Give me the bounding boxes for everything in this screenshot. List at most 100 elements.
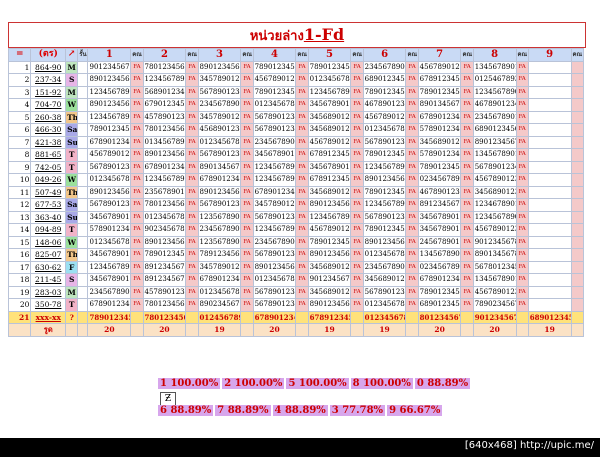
value-cell[interactable]: 7801234567: [142, 60, 187, 74]
value-cell[interactable]: 0123456789: [252, 98, 297, 112]
value-cell[interactable]: 4567890123: [362, 110, 407, 124]
value-cell[interactable]: 5678901234: [362, 210, 407, 224]
row-code-link[interactable]: xxx-xx: [30, 310, 67, 324]
value-cell[interactable]: 1234567890: [87, 85, 132, 99]
row-code-link[interactable]: 350-78: [30, 298, 67, 312]
value-cell[interactable]: 3457890123: [197, 73, 242, 87]
value-cell[interactable]: 7890123456: [87, 123, 132, 137]
value-cell[interactable]: 5678901234: [472, 160, 517, 174]
value-cell[interactable]: 2456789012: [417, 235, 462, 249]
value-cell[interactable]: 4578901234: [142, 285, 187, 299]
value-cell[interactable]: 5789012345: [417, 123, 462, 137]
value-cell[interactable]: 7890123456: [142, 248, 187, 262]
value-cell[interactable]: 2345678901: [197, 98, 242, 112]
value-cell[interactable]: 4567890123: [87, 148, 132, 162]
value-cell[interactable]: 6789012345: [87, 298, 132, 312]
value-cell[interactable]: 1234567890: [252, 173, 297, 187]
value-cell[interactable]: 7890234567: [472, 298, 517, 312]
value-cell[interactable]: 0134567890: [142, 135, 187, 149]
value-cell[interactable]: 2345678901: [362, 60, 407, 74]
value-cell[interactable]: 6890123456: [417, 298, 462, 312]
value-cell[interactable]: 8012345678: [417, 310, 462, 324]
value-cell[interactable]: 1345678901: [417, 248, 462, 262]
value-cell[interactable]: 9012345678: [472, 310, 517, 324]
value-cell[interactable]: 8901234567: [87, 185, 132, 199]
value-cell[interactable]: 8901234567: [472, 135, 517, 149]
value-cell[interactable]: 6789123456: [307, 310, 352, 324]
row-code-link[interactable]: 507-49: [30, 185, 67, 199]
value-cell[interactable]: [527, 98, 572, 112]
row-code-link[interactable]: 237-34: [30, 73, 67, 87]
value-cell[interactable]: 7890123456: [417, 85, 462, 99]
value-cell[interactable]: 3456890123: [307, 185, 352, 199]
value-cell[interactable]: 4567890123: [472, 173, 517, 187]
value-cell[interactable]: 7890123456: [87, 310, 132, 324]
value-cell[interactable]: 1235678901: [197, 210, 242, 224]
value-cell[interactable]: 6789123456: [417, 73, 462, 87]
value-cell[interactable]: 4567890123: [252, 73, 297, 87]
value-cell[interactable]: 0123456789: [87, 173, 132, 187]
value-cell[interactable]: 3456789012: [417, 210, 462, 224]
value-cell[interactable]: 6789012345: [142, 160, 187, 174]
value-cell[interactable]: 8901345678: [197, 160, 242, 174]
value-cell[interactable]: 1234567890: [87, 110, 132, 124]
value-cell[interactable]: 3456890123: [307, 123, 352, 137]
value-cell[interactable]: 5789012345: [417, 148, 462, 162]
row-code-link[interactable]: 148-06: [30, 235, 67, 249]
value-cell[interactable]: 2345678901: [252, 235, 297, 249]
value-cell[interactable]: 7890123456: [417, 160, 462, 174]
value-cell[interactable]: 6789123456: [307, 148, 352, 162]
value-cell[interactable]: 0123456789: [307, 73, 352, 87]
value-cell[interactable]: 1234678901: [472, 198, 517, 212]
value-cell[interactable]: 8901234567: [87, 73, 132, 87]
value-cell[interactable]: 1234567890: [472, 85, 517, 99]
value-cell[interactable]: 5678901234: [87, 198, 132, 212]
value-cell[interactable]: 7890123456: [362, 185, 407, 199]
value-cell[interactable]: 1234567890: [87, 260, 132, 274]
value-cell[interactable]: [527, 210, 572, 224]
value-cell[interactable]: 6890123456: [527, 310, 572, 324]
value-cell[interactable]: 1234567890: [252, 160, 297, 174]
value-cell[interactable]: 4568901234: [197, 123, 242, 137]
value-cell[interactable]: 8901234567: [252, 260, 297, 274]
value-cell[interactable]: 7890123456: [417, 285, 462, 299]
value-cell[interactable]: 2345678901: [362, 260, 407, 274]
value-cell[interactable]: 1234567890: [142, 173, 187, 187]
value-cell[interactable]: 3457890123: [252, 198, 297, 212]
value-cell[interactable]: 4567890123: [307, 223, 352, 237]
value-cell[interactable]: 8901234567: [362, 235, 407, 249]
value-cell[interactable]: 3456890123: [362, 273, 407, 287]
value-cell[interactable]: 6790123456: [142, 98, 187, 112]
value-cell[interactable]: 1234567890: [472, 210, 517, 224]
row-code-link[interactable]: 704-70: [30, 98, 67, 112]
value-cell[interactable]: 0234567890: [417, 260, 462, 274]
value-cell[interactable]: [527, 73, 572, 87]
value-cell[interactable]: 5678901234: [87, 160, 132, 174]
value-cell[interactable]: [527, 173, 572, 187]
value-cell[interactable]: 0123456789: [362, 298, 407, 312]
value-cell[interactable]: 2356789012: [142, 185, 187, 199]
value-cell[interactable]: 5678901234: [197, 198, 242, 212]
value-cell[interactable]: 4678901234: [362, 98, 407, 112]
value-cell[interactable]: 6789012345: [197, 273, 242, 287]
value-cell[interactable]: 5678901234: [362, 285, 407, 299]
value-cell[interactable]: [527, 123, 572, 137]
value-cell[interactable]: 8902345678: [197, 298, 242, 312]
value-cell[interactable]: 8912345678: [417, 198, 462, 212]
value-cell[interactable]: [527, 260, 572, 274]
value-cell[interactable]: 5678901234: [197, 85, 242, 99]
value-cell[interactable]: 1234567890: [252, 223, 297, 237]
value-cell[interactable]: [527, 185, 572, 199]
value-cell[interactable]: 7890123456: [252, 60, 297, 74]
row-code-link[interactable]: 283-03: [30, 285, 67, 299]
row-code-link[interactable]: 211-45: [30, 273, 67, 287]
value-cell[interactable]: 3456890123: [307, 110, 352, 124]
value-cell[interactable]: 2345678901: [87, 285, 132, 299]
value-cell[interactable]: 5678901234: [362, 135, 407, 149]
value-cell[interactable]: [527, 285, 572, 299]
value-cell[interactable]: 3456789012: [87, 210, 132, 224]
value-cell[interactable]: 5678901234: [252, 248, 297, 262]
value-cell[interactable]: 1235678901: [197, 235, 242, 249]
value-cell[interactable]: [527, 85, 572, 99]
value-cell[interactable]: [527, 198, 572, 212]
